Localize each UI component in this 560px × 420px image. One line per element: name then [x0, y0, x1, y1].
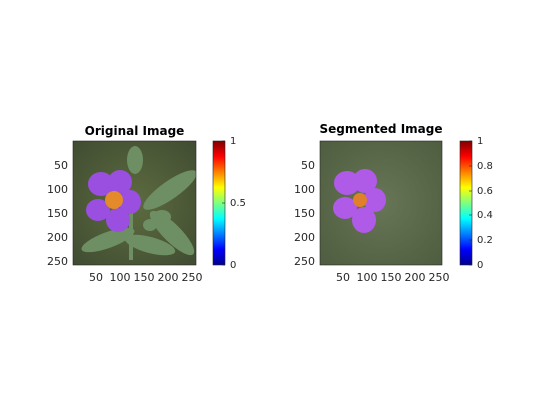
y-tick-label: 100: [294, 183, 315, 196]
x-tick-label: 50: [89, 271, 103, 284]
petal: [108, 170, 132, 194]
petal: [352, 207, 376, 233]
y-tick-label: 100: [47, 183, 68, 196]
y-tick-label: 200: [47, 231, 68, 244]
colorbar-gradient: [459, 140, 473, 266]
segmented-flower: [333, 169, 386, 233]
colorbar-tick-label: 0.6: [477, 186, 493, 197]
petal: [334, 171, 360, 195]
original-flower: [86, 170, 141, 232]
petal: [119, 190, 141, 214]
colorbar-tick-label: 0.2: [477, 235, 493, 246]
colorbar-tick-label: 0: [477, 260, 483, 271]
colorbar-tick-label: 0.8: [477, 161, 493, 172]
y-tick-label: 50: [301, 159, 315, 172]
x-tick-label: 150: [134, 271, 155, 284]
y-tick-label: 150: [294, 207, 315, 220]
x-tick-label: 250: [429, 271, 450, 284]
y-tick-label: 250: [294, 255, 315, 268]
x-tick-label: 100: [357, 271, 378, 284]
original-image-title: Original Image: [85, 124, 185, 138]
colorbar-tick-label: 1: [230, 136, 236, 147]
flower-center: [353, 193, 367, 207]
petal: [364, 188, 386, 212]
original-axes-box: [72, 140, 197, 266]
x-tick-label: 250: [182, 271, 203, 284]
leaf: [124, 234, 176, 256]
petal: [353, 169, 377, 193]
petal: [333, 197, 357, 219]
original-image-panel: Original Image: [47, 124, 246, 284]
segmented-x-axis: 50 100 150 200 250: [336, 271, 450, 284]
original-colorbar: 0 0.5 1: [212, 136, 246, 271]
flower-bud: [143, 219, 157, 231]
segmented-image-title: Segmented Image: [320, 122, 443, 136]
y-tick-label: 150: [47, 207, 68, 220]
colorbar-tick-label: 0.5: [230, 198, 246, 209]
original-y-axis: 50 100 150 200 250: [47, 159, 68, 268]
segmented-image: [320, 141, 442, 265]
colorbar-tick-label: 1: [477, 136, 483, 147]
flower-bud: [153, 210, 171, 224]
flower-center: [105, 191, 123, 209]
x-tick-label: 100: [110, 271, 131, 284]
petal: [86, 199, 110, 221]
segmented-colorbar: 0 0.2 0.4 0.6 0.8 1: [459, 136, 493, 271]
x-tick-label: 150: [381, 271, 402, 284]
y-tick-label: 50: [54, 159, 68, 172]
x-tick-label: 200: [405, 271, 426, 284]
leaf: [81, 227, 135, 253]
petal: [106, 208, 130, 232]
x-tick-label: 50: [336, 271, 350, 284]
y-tick-label: 250: [47, 255, 68, 268]
y-tick-label: 200: [294, 231, 315, 244]
colorbar-tick-label: 0.4: [477, 210, 493, 221]
stem: [129, 205, 133, 260]
segmented-axes-box: [319, 140, 443, 266]
flower-bud: [127, 146, 143, 174]
original-leaves: [81, 146, 196, 260]
colorbar-tick-label: 0: [230, 260, 236, 271]
petal: [88, 172, 114, 196]
original-x-axis: 50 100 150 200 250: [89, 271, 203, 284]
segmented-y-axis: 50 100 150 200 250: [294, 159, 315, 268]
x-tick-label: 200: [158, 271, 179, 284]
original-image: [73, 141, 196, 265]
leaf: [143, 170, 196, 210]
segmented-image-panel: Segmented Image 50 100 150 200 250 50 10…: [294, 122, 493, 284]
